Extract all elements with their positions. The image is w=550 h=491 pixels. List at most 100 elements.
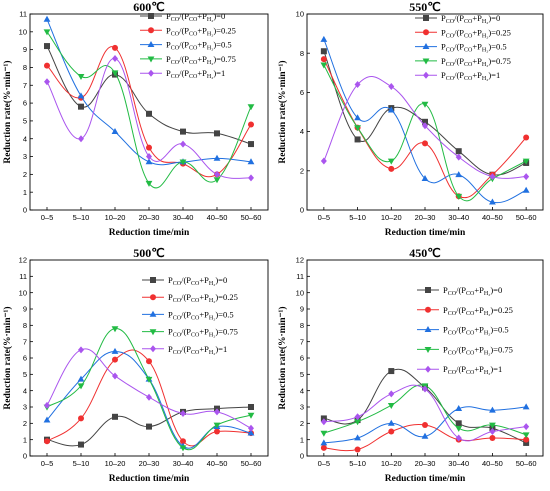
data-point bbox=[77, 383, 85, 390]
data-point bbox=[387, 419, 395, 426]
legend: PCO​/(PCO​+PH₂​)=0 PCO​/(PCO​+PH₂​)=0.25 P… bbox=[417, 285, 513, 376]
x-tick-label: 40–50 bbox=[482, 213, 503, 222]
data-point bbox=[145, 180, 153, 187]
y-tick-label: 4 bbox=[23, 134, 27, 143]
legend-label: PCO​/(PCO​+PH₂​)=0.25 bbox=[166, 25, 236, 37]
y-tick-label: 0 bbox=[23, 452, 27, 461]
y-tick-label: 2 bbox=[23, 170, 27, 179]
chart-title: 450℃ bbox=[409, 246, 440, 260]
data-point bbox=[354, 114, 361, 121]
data-point bbox=[388, 83, 395, 91]
x-tick-label: 5–10 bbox=[73, 213, 90, 222]
x-tick-label: 50–60 bbox=[516, 213, 537, 222]
data-point bbox=[180, 410, 186, 418]
y-tick-label: 2 bbox=[23, 419, 27, 428]
y-tick-label: 12 bbox=[296, 256, 304, 265]
legend-swatch-marker bbox=[425, 306, 431, 313]
data-point bbox=[354, 434, 361, 441]
data-point bbox=[387, 158, 395, 165]
data-point bbox=[146, 144, 152, 151]
x-tick-label: 0–5 bbox=[318, 459, 331, 468]
data-point bbox=[111, 70, 119, 77]
data-point bbox=[320, 62, 328, 69]
y-tick-label: 5 bbox=[23, 117, 27, 126]
data-point bbox=[112, 44, 118, 51]
data-point bbox=[145, 158, 153, 165]
data-point bbox=[111, 347, 119, 354]
legend-label: PCO​/(PCO​+PH₂​)=0.75 bbox=[168, 327, 238, 339]
data-point bbox=[77, 92, 85, 99]
y-tick-label: 6 bbox=[23, 99, 27, 108]
data-point bbox=[78, 346, 84, 354]
data-point bbox=[248, 404, 254, 410]
x-tick-label: 40–50 bbox=[207, 213, 228, 222]
data-point bbox=[78, 441, 84, 448]
data-point bbox=[320, 444, 327, 451]
data-point bbox=[44, 78, 50, 86]
legend-label: PCO​/(PCO​+PH₂​)=0 bbox=[166, 11, 225, 23]
y-tick-label: 10 bbox=[19, 288, 27, 297]
data-point bbox=[112, 372, 118, 380]
y-axis-label: Reduction rate(%·min⁻¹) bbox=[2, 60, 13, 163]
data-point bbox=[489, 422, 496, 429]
y-tick-label: 3 bbox=[300, 403, 304, 412]
legend-label: PCO​/(PCO​+PH₂​)=1 bbox=[443, 364, 502, 376]
legend-swatch-marker bbox=[147, 41, 155, 47]
y-axis-label: Reduction rate(%·min⁻¹) bbox=[2, 306, 13, 409]
legend-swatch-marker bbox=[422, 43, 430, 49]
legend-swatch-marker bbox=[425, 287, 431, 293]
data-point bbox=[422, 118, 428, 125]
y-tick-label: 4 bbox=[300, 386, 304, 395]
series-4 bbox=[44, 55, 254, 182]
series-4 bbox=[44, 346, 254, 432]
data-point bbox=[387, 402, 395, 409]
legend-label: PCO​/(PCO​+PH₂​)=1 bbox=[168, 344, 227, 356]
data-point bbox=[421, 432, 429, 439]
x-tick-label: 10–20 bbox=[105, 459, 126, 468]
x-tick-label: 10–20 bbox=[381, 213, 402, 222]
legend-swatch-marker bbox=[149, 310, 157, 317]
data-point bbox=[354, 125, 361, 132]
chart-600-svg: 600℃ 0 1 2 3 4 5 6 7 8 9 10 11 0–5 5–10 10–20 20–30 30–40… bbox=[2, 0, 269, 238]
y-tick-label: 6 bbox=[300, 354, 304, 363]
data-point bbox=[248, 424, 254, 432]
legend-swatch-marker bbox=[148, 69, 154, 77]
data-point bbox=[489, 406, 496, 413]
series-0 bbox=[320, 48, 530, 178]
data-point bbox=[455, 148, 462, 155]
legend-label: PCO​/(PCO​+PH₂​)=1 bbox=[166, 68, 225, 80]
legend-swatch-marker bbox=[424, 326, 432, 332]
data-point bbox=[44, 401, 50, 409]
data-point bbox=[388, 368, 395, 375]
y-tick-label: 4 bbox=[300, 127, 304, 136]
legend-swatch-marker bbox=[148, 27, 154, 34]
y-tick-label: 6 bbox=[300, 88, 304, 97]
y-tick-label: 0 bbox=[300, 206, 304, 215]
x-tick-label: 5–10 bbox=[349, 213, 366, 222]
data-point bbox=[247, 104, 255, 111]
y-tick-label: 8 bbox=[23, 321, 27, 330]
x-axis-label: Reduction time/min bbox=[385, 228, 466, 238]
data-point bbox=[44, 43, 50, 50]
data-point bbox=[145, 376, 153, 383]
y-tick-label: 1 bbox=[23, 435, 27, 444]
data-point bbox=[111, 128, 119, 134]
x-tick-label: 10–20 bbox=[381, 459, 402, 468]
x-axis-label: Reduction time/min bbox=[109, 474, 190, 484]
x-tick-label: 50–60 bbox=[241, 213, 262, 222]
chart-panel-500: 500℃ 0 1 2 3 4 5 6 7 8 9 10 11 12 0–5 5–10 10–20 20–30 30–… bbox=[0, 246, 275, 491]
x-tick-label: 50–60 bbox=[241, 459, 262, 468]
data-point bbox=[522, 186, 530, 193]
data-point bbox=[455, 193, 463, 200]
legend-label: PCO​/(PCO​+PH₂​)=0.75 bbox=[441, 56, 511, 68]
data-point bbox=[43, 416, 51, 423]
data-point bbox=[320, 35, 328, 42]
y-tick-label: 8 bbox=[23, 63, 27, 72]
y-tick-label: 5 bbox=[300, 370, 304, 379]
x-tick-label: 30–40 bbox=[173, 459, 194, 468]
legend-label: PCO​/(PCO​+PH₂​)=0.5 bbox=[168, 309, 234, 321]
y-tick-label: 7 bbox=[23, 81, 27, 90]
x-tick-label: 0–5 bbox=[41, 459, 54, 468]
data-point bbox=[354, 413, 361, 421]
y-tick-label: 5 bbox=[23, 370, 27, 379]
